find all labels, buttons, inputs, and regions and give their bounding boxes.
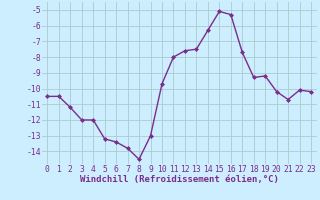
X-axis label: Windchill (Refroidissement éolien,°C): Windchill (Refroidissement éolien,°C): [80, 175, 279, 184]
